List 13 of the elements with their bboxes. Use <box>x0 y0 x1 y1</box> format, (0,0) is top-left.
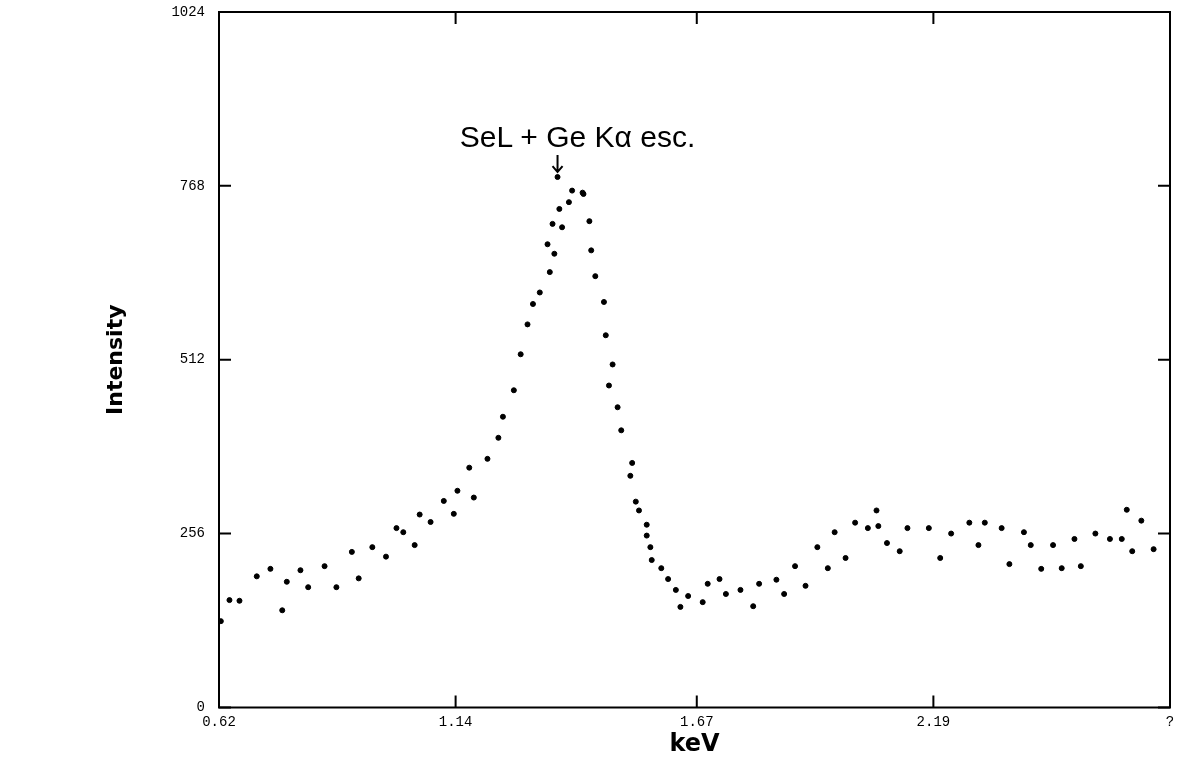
y-tick-label: 768 <box>179 177 205 194</box>
y-tick-label: 256 <box>179 525 205 542</box>
y-tick-label: 1024 <box>171 3 205 20</box>
x-tick-label: 1.14 <box>438 713 473 730</box>
x-axis-title: keV <box>669 728 721 757</box>
y-axis-title: Intensity <box>101 304 127 415</box>
y-tick-label: 512 <box>179 351 205 368</box>
annotation: SeL + Ge Kα esc. <box>459 120 696 154</box>
x-tick-label: 2.19 <box>916 713 951 730</box>
x-tick-label: 1.67 <box>679 713 714 730</box>
x-tick-label: 0.62 <box>202 713 236 730</box>
x-tick-label: ? <box>1165 713 1175 730</box>
y-tick-label: 0 <box>196 699 205 716</box>
